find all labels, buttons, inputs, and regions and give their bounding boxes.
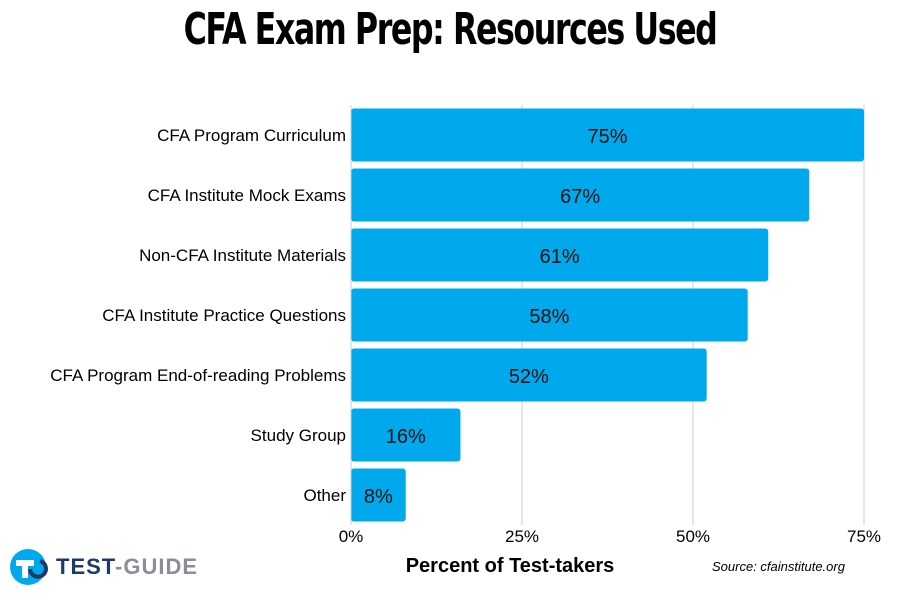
- test-guide-logo-icon: [10, 549, 48, 585]
- bar: [351, 168, 810, 222]
- chart-title: CFA Exam Prep: Resources Used: [183, 4, 718, 55]
- data-label: 58%: [529, 306, 569, 328]
- bar: [351, 288, 748, 342]
- bar: [351, 108, 864, 162]
- data-label: 16%: [386, 426, 426, 448]
- category-label: Non-CFA Institute Materials: [139, 246, 346, 265]
- logo-separator: -: [115, 554, 124, 579]
- test-guide-logo[interactable]: TEST-GUIDE: [8, 547, 198, 587]
- bar: [351, 408, 461, 462]
- x-axis-label: Percent of Test-takers: [405, 555, 615, 577]
- data-label: 8%: [364, 486, 393, 508]
- bars: 75% 67% 61% 58% 52% 16% 8%: [351, 108, 864, 522]
- x-tick-label: 50%: [676, 527, 710, 546]
- x-tick-label: 0%: [339, 527, 364, 546]
- logo-wordmark: TEST-GUIDE: [56, 554, 198, 580]
- category-label: CFA Program Curriculum: [157, 126, 346, 145]
- data-label: 75%: [587, 126, 627, 148]
- x-tick-labels: 0% 25% 50% 75%: [339, 527, 881, 546]
- source-note: Source: cfainstitute.org: [712, 559, 845, 574]
- category-labels: CFA Program Curriculum CFA Institute Mock…: [50, 126, 346, 505]
- bar: [351, 468, 406, 522]
- logo-word-guide: GUIDE: [123, 554, 199, 579]
- bar: [351, 348, 707, 402]
- x-tick-label: 75%: [847, 527, 881, 546]
- data-label: 52%: [509, 366, 549, 388]
- bar: [351, 228, 769, 282]
- category-label: CFA Institute Mock Exams: [148, 186, 346, 205]
- x-tick-label: 25%: [505, 527, 539, 546]
- category-label: CFA Program End-of-reading Problems: [50, 366, 346, 385]
- category-label: Other: [303, 486, 346, 505]
- category-label: CFA Institute Practice Questions: [102, 306, 346, 325]
- data-label: 61%: [540, 246, 580, 268]
- data-label: 67%: [560, 186, 600, 208]
- category-label: Study Group: [251, 426, 346, 445]
- logo-word-test: TEST: [56, 554, 116, 579]
